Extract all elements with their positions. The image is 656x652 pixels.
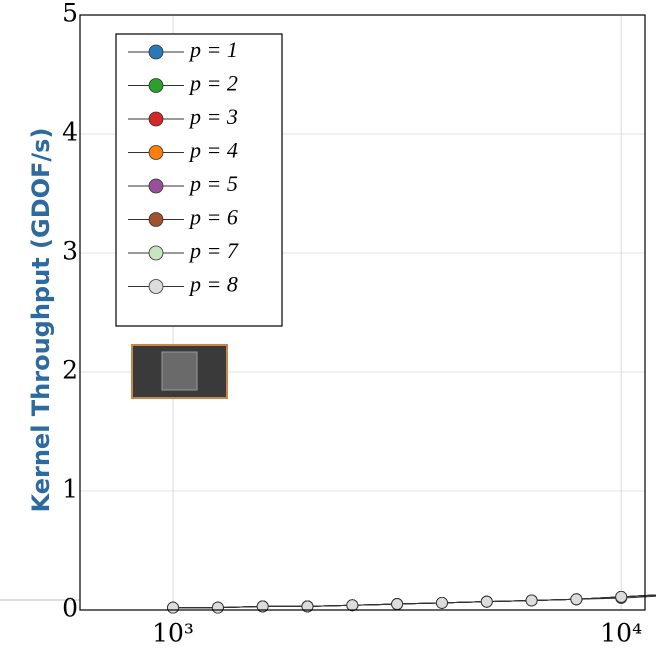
marker [256, 600, 269, 613]
marker [301, 600, 314, 613]
y-tick-label: 0 [62, 594, 78, 623]
gpu-chip [161, 351, 198, 391]
series-line [173, 594, 656, 609]
legend-label: p = 3 [188, 104, 238, 129]
series-line [173, 594, 656, 609]
plot-frame [79, 14, 646, 611]
marker [436, 596, 448, 609]
legend-marker [148, 111, 164, 127]
marker [480, 595, 493, 608]
legend-label: p = 4 [188, 138, 238, 163]
x-tick-label: 10⁴ [600, 619, 642, 648]
legend-marker [148, 245, 164, 261]
legend-marker [148, 212, 164, 227]
legend-label: p = 5 [188, 171, 238, 196]
marker [615, 591, 628, 603]
legend-label: p = 8 [188, 272, 238, 297]
y-tick-label: 5 [62, 0, 78, 28]
legend-label: p = 1 [188, 37, 238, 62]
legend-marker [148, 145, 164, 160]
marker [167, 601, 179, 614]
y-tick-label: 3 [62, 237, 78, 266]
legend-label: p = 7 [188, 238, 239, 263]
y-tick-label: 2 [62, 356, 78, 385]
x-tick-label: 10³ [152, 619, 194, 648]
legend-marker [148, 279, 164, 294]
y-tick-label: 4 [62, 118, 78, 147]
y-tick-label: 1 [62, 475, 78, 504]
legend-label: p = 2 [188, 71, 238, 96]
marker [211, 601, 224, 614]
legend-label: p = 6 [188, 205, 238, 230]
legend-marker [148, 44, 164, 60]
legend-marker [148, 78, 164, 93]
legend-box [115, 33, 283, 327]
marker [346, 599, 359, 612]
marker [570, 593, 583, 606]
legend-marker [148, 178, 164, 194]
marker [391, 598, 404, 610]
marker [525, 594, 538, 607]
series-line [173, 595, 656, 609]
y-axis-label: Kernel Throughput (GDOF/s) [27, 128, 55, 513]
